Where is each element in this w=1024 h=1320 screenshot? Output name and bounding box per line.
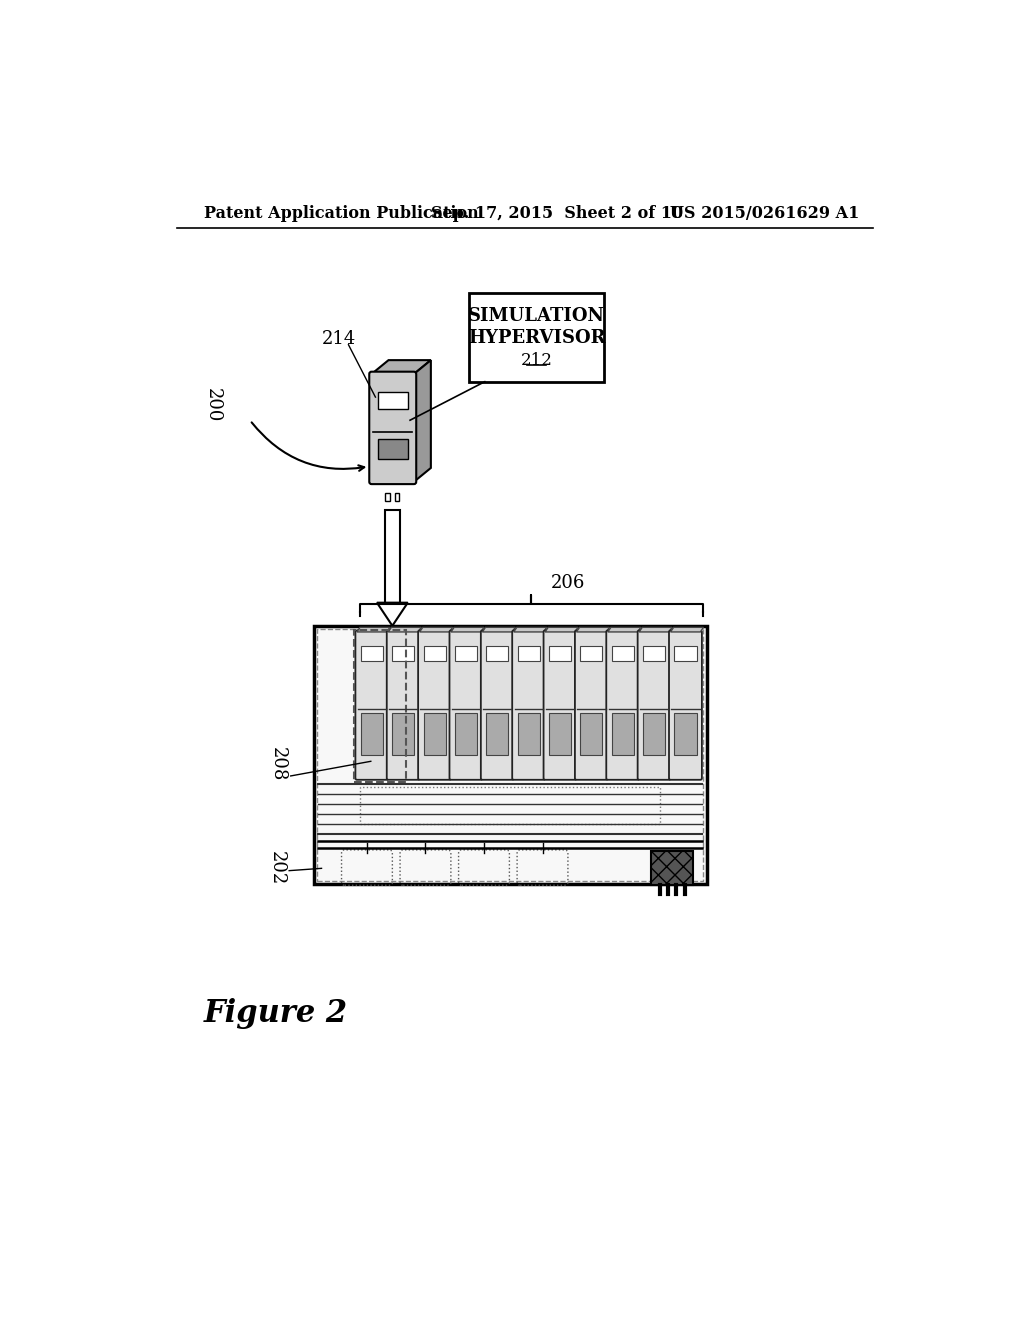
Bar <box>581 645 602 661</box>
Text: US 2015/0261629 A1: US 2015/0261629 A1 <box>670 206 859 222</box>
Bar <box>455 713 477 755</box>
Bar <box>424 645 445 661</box>
Text: 200: 200 <box>204 388 222 422</box>
Bar <box>469 293 604 381</box>
Polygon shape <box>372 360 431 374</box>
Polygon shape <box>482 627 515 632</box>
FancyBboxPatch shape <box>355 631 388 780</box>
Polygon shape <box>377 603 408 626</box>
FancyBboxPatch shape <box>574 631 608 780</box>
FancyBboxPatch shape <box>512 631 545 780</box>
Polygon shape <box>357 627 390 632</box>
Text: 208: 208 <box>269 747 287 781</box>
Polygon shape <box>420 627 453 632</box>
Bar <box>517 713 540 755</box>
Bar <box>549 645 571 661</box>
Bar <box>354 630 407 781</box>
Bar <box>549 713 571 755</box>
Text: 212: 212 <box>521 351 553 368</box>
Text: Patent Application Publication: Patent Application Publication <box>204 206 478 222</box>
Text: 206: 206 <box>551 574 585 593</box>
Bar <box>611 713 634 755</box>
Bar <box>517 645 540 661</box>
Text: Sep. 17, 2015  Sheet 2 of 10: Sep. 17, 2015 Sheet 2 of 10 <box>431 206 683 222</box>
FancyBboxPatch shape <box>606 631 639 780</box>
Bar <box>455 645 477 661</box>
Bar <box>313 626 707 884</box>
Polygon shape <box>577 627 609 632</box>
FancyBboxPatch shape <box>450 631 482 780</box>
Text: 202: 202 <box>267 851 286 886</box>
Bar <box>360 713 383 755</box>
Bar <box>378 392 408 409</box>
Bar <box>392 645 415 661</box>
Bar <box>385 494 390 502</box>
Bar <box>611 645 634 661</box>
Bar <box>316 628 703 880</box>
Bar <box>392 713 415 755</box>
Bar <box>675 645 696 661</box>
Polygon shape <box>671 627 703 632</box>
FancyBboxPatch shape <box>544 631 577 780</box>
Polygon shape <box>514 627 547 632</box>
Bar <box>360 788 660 825</box>
FancyBboxPatch shape <box>418 631 451 780</box>
Bar <box>424 713 445 755</box>
FancyBboxPatch shape <box>387 631 420 780</box>
Text: 214: 214 <box>322 330 355 348</box>
Polygon shape <box>414 360 431 482</box>
Bar <box>675 713 696 755</box>
Polygon shape <box>545 627 578 632</box>
Text: Figure 2: Figure 2 <box>204 998 348 1028</box>
Bar <box>486 645 508 661</box>
Bar <box>581 713 602 755</box>
FancyBboxPatch shape <box>669 631 701 780</box>
Bar <box>385 511 400 603</box>
Text: HYPERVISOR: HYPERVISOR <box>468 329 605 347</box>
Polygon shape <box>451 627 484 632</box>
Bar <box>651 850 693 884</box>
Polygon shape <box>639 627 672 632</box>
Bar <box>360 645 383 661</box>
FancyBboxPatch shape <box>638 631 671 780</box>
Bar <box>643 645 666 661</box>
Bar <box>486 713 508 755</box>
Polygon shape <box>608 627 641 632</box>
FancyBboxPatch shape <box>370 372 416 484</box>
Polygon shape <box>388 627 421 632</box>
Bar <box>394 494 399 502</box>
FancyBboxPatch shape <box>481 631 514 780</box>
Bar <box>643 713 666 755</box>
Text: SIMULATION: SIMULATION <box>468 308 605 325</box>
Bar <box>378 440 408 459</box>
